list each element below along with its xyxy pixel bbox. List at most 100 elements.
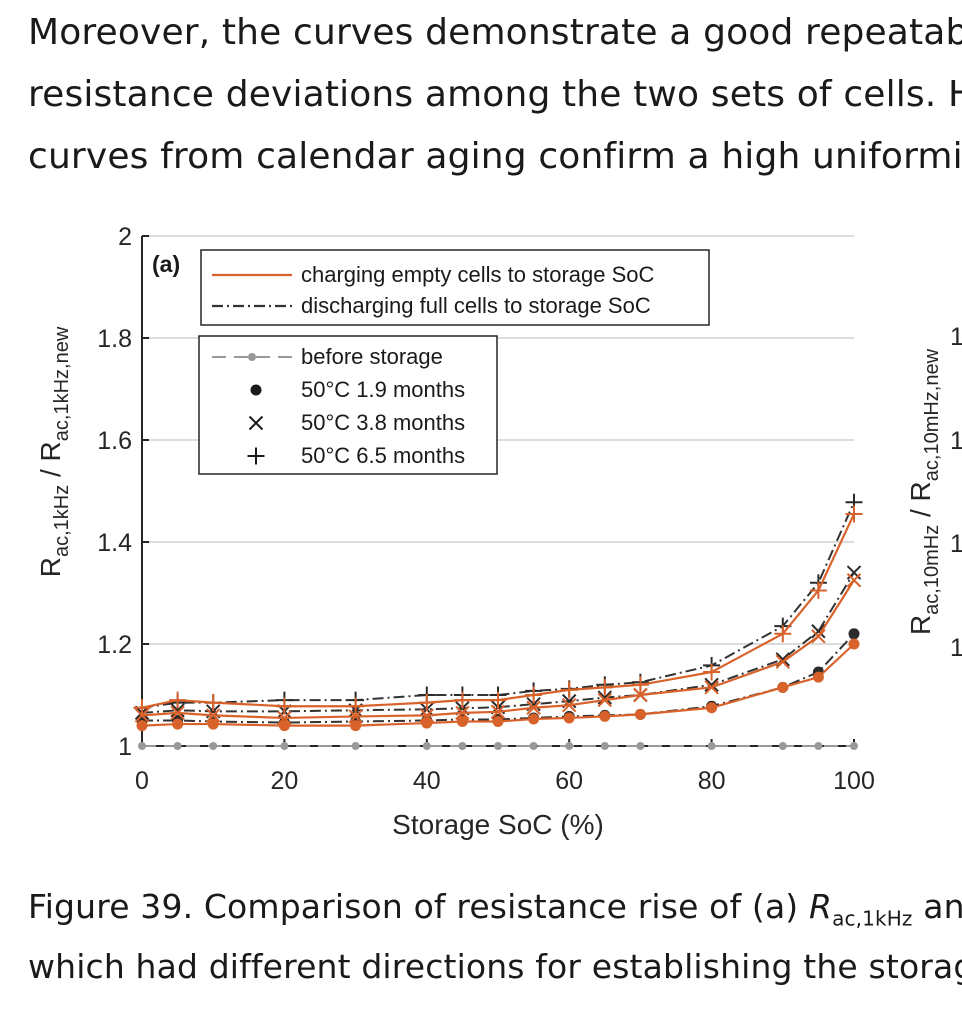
right-y-tick-label: 1	[950, 323, 962, 351]
data-point	[561, 697, 577, 713]
legend-layer: charging empty cells to storage SoC disch…	[198, 249, 710, 475]
data-point	[455, 705, 470, 721]
data-point-shape	[207, 718, 219, 730]
x-tick-label: 0	[135, 767, 149, 795]
data-point-shape	[458, 742, 467, 750]
data-point	[846, 573, 862, 588]
legend-label: 50°C 6.5 months	[301, 443, 465, 468]
data-point-stroke	[704, 677, 719, 693]
data-point-shape	[494, 742, 502, 750]
right-y-axis-title-part: ac,10mHz	[921, 525, 943, 615]
data-point-shape	[777, 681, 789, 693]
data-point	[846, 565, 862, 580]
data-point	[418, 694, 436, 712]
legend-label: charging empty cells to storage SoC	[301, 262, 655, 287]
series-line	[141, 513, 855, 709]
data-point-stroke	[811, 624, 826, 639]
data-point	[172, 718, 184, 730]
data-point-shape	[850, 742, 858, 750]
right-y-axis-title-part: ac,10mHz,new	[921, 348, 943, 481]
y-tick-label: 1.2	[97, 631, 132, 659]
data-point-shape	[280, 742, 289, 750]
caption-line-2: which had different directions for estab…	[28, 946, 962, 986]
x-axis-title: Storage SoC (%)	[392, 809, 604, 840]
paragraph-line: resistance deviations among the two sets…	[28, 74, 962, 115]
data-point	[814, 742, 823, 750]
data-point	[173, 742, 182, 750]
caption-text-end: and (	[923, 887, 962, 926]
data-point-shape	[636, 742, 645, 750]
data-point-shape	[706, 702, 718, 714]
data-point	[421, 717, 433, 729]
legend-marker	[248, 353, 256, 361]
data-point-shape	[492, 716, 504, 728]
data-point	[596, 678, 614, 696]
data-point	[704, 680, 719, 695]
data-point	[529, 742, 538, 750]
panel-label: (a)	[152, 251, 180, 277]
data-point	[812, 671, 824, 683]
data-point-stroke	[490, 704, 506, 720]
data-point	[848, 628, 860, 640]
x-tick-label: 100	[833, 767, 875, 795]
legend-marker	[247, 447, 265, 465]
legend-direction-box	[200, 249, 710, 326]
data-point	[707, 742, 716, 750]
data-point	[777, 681, 789, 693]
data-point-shape	[421, 717, 433, 729]
data-point	[350, 720, 362, 732]
data-point	[778, 742, 787, 750]
data-point-shape	[848, 638, 860, 650]
data-point-shape	[422, 742, 431, 750]
data-point-shape	[563, 712, 575, 724]
data-point	[636, 742, 645, 750]
data-point	[850, 742, 858, 750]
series-line	[141, 572, 855, 714]
data-point	[631, 676, 649, 694]
data-point-shape	[707, 742, 716, 750]
y-tick-label: 1.6	[97, 427, 132, 455]
x-tick-label: 60	[555, 767, 583, 795]
data-point-shape	[600, 742, 609, 750]
data-point-shape	[812, 671, 824, 683]
data-point	[138, 742, 146, 750]
data-point	[811, 624, 826, 639]
data-point	[347, 697, 365, 715]
data-point-stroke	[597, 692, 613, 708]
x-tick-label: 80	[698, 767, 726, 795]
y-axis-title-part: ac,1kHz,new	[51, 326, 73, 441]
data-point	[597, 692, 613, 708]
series-layer	[133, 493, 863, 750]
data-point	[706, 702, 718, 714]
data-point	[133, 699, 151, 717]
legend-marker	[248, 415, 264, 431]
data-point-shape	[634, 708, 646, 720]
data-point-shape	[350, 720, 362, 732]
caption-text: Figure 39. Comparison of resistance rise…	[28, 887, 809, 926]
data-point-shape	[565, 742, 574, 750]
right-y-tick-label: 1	[950, 427, 962, 455]
data-point	[704, 677, 719, 693]
data-point	[458, 742, 467, 750]
data-point	[422, 742, 431, 750]
data-point	[207, 718, 219, 730]
right-y-tick-label: 1	[950, 530, 962, 558]
legend-label: before storage	[301, 344, 443, 369]
data-point	[419, 708, 435, 723]
data-point	[809, 581, 827, 599]
caption-symbol: R	[808, 887, 833, 926]
data-point-shape	[209, 742, 218, 750]
data-point	[633, 687, 648, 703]
data-point	[811, 629, 826, 644]
paragraph-line: Moreover, the curves demonstrate a good …	[28, 12, 962, 53]
data-point-shape	[172, 718, 184, 730]
data-point-shape	[778, 742, 787, 750]
data-point	[845, 505, 863, 523]
data-point	[848, 638, 860, 650]
data-point	[600, 742, 609, 750]
data-point	[703, 663, 721, 681]
y-axis-title-part: R	[35, 557, 66, 577]
series-line	[141, 579, 855, 720]
